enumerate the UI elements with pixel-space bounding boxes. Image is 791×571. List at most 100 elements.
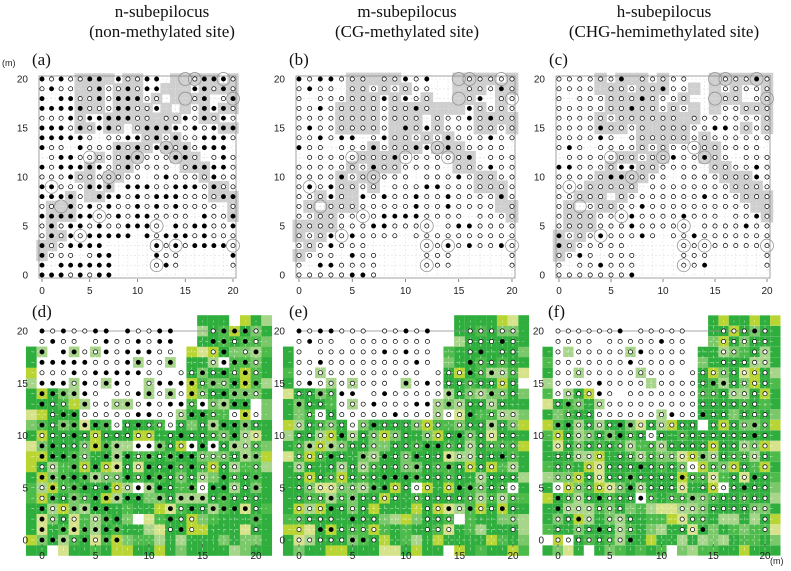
open-sample-point — [60, 485, 66, 491]
filled-sample-point — [488, 135, 494, 141]
open-sample-point — [669, 453, 675, 459]
open-sample-point — [743, 145, 749, 151]
open-sample-point — [670, 105, 676, 111]
filled-sample-point — [232, 506, 238, 512]
open-sample-point — [509, 174, 515, 180]
open-sample-point — [413, 115, 419, 121]
open-sample-point — [424, 349, 430, 355]
open-sample-point — [317, 272, 323, 278]
open-sample-point — [586, 380, 592, 386]
open-sample-point — [339, 76, 345, 82]
open-sample-point — [296, 495, 302, 501]
filled-sample-point — [96, 76, 102, 82]
open-sample-point — [679, 339, 685, 344]
open-sample-point — [135, 105, 140, 111]
open-sample-point — [154, 184, 160, 190]
open-sample-point — [679, 391, 685, 397]
open-sample-point — [96, 105, 102, 111]
open-sample-point — [679, 359, 685, 365]
open-sample-point — [445, 213, 451, 219]
open-sample-point — [349, 145, 355, 151]
filled-sample-point — [82, 527, 88, 533]
filled-sample-point — [39, 125, 45, 131]
filled-sample-point — [114, 464, 120, 470]
open-sample-point — [435, 194, 440, 200]
large-tree-circle — [159, 140, 173, 155]
open-sample-point — [741, 506, 747, 512]
open-sample-point — [103, 359, 109, 365]
open-sample-point — [617, 527, 623, 533]
canopy-patch — [74, 83, 86, 95]
filled-sample-point — [200, 495, 205, 501]
filled-sample-point — [96, 243, 102, 249]
open-sample-point — [555, 328, 561, 334]
open-sample-point — [618, 105, 624, 111]
filled-sample-point — [163, 194, 169, 200]
open-sample-point — [712, 243, 718, 249]
large-tree-circle — [451, 72, 466, 86]
filled-sample-point — [135, 339, 141, 344]
open-sample-point — [565, 464, 571, 470]
open-sample-point — [586, 464, 592, 470]
open-sample-point — [296, 464, 302, 470]
open-sample-point — [743, 243, 749, 249]
filled-sample-point — [201, 233, 207, 239]
open-sample-point — [339, 443, 345, 449]
open-sample-point — [743, 125, 749, 131]
open-sample-point — [210, 495, 216, 501]
open-sample-point — [163, 135, 169, 141]
filled-sample-point — [114, 537, 120, 543]
open-sample-point — [669, 391, 675, 397]
open-sample-point — [576, 339, 582, 344]
open-sample-point — [607, 464, 613, 470]
open-sample-point — [77, 76, 83, 82]
filled-sample-point — [200, 401, 205, 407]
open-sample-point — [125, 213, 131, 219]
filled-sample-point — [146, 453, 152, 459]
open-sample-point — [328, 164, 334, 170]
open-sample-point — [49, 145, 55, 151]
open-sample-point — [307, 537, 313, 543]
filled-sample-point — [424, 145, 430, 151]
x-tick-label: 10 — [143, 551, 155, 562]
open-sample-point — [381, 86, 387, 92]
filled-sample-point — [39, 272, 45, 278]
filled-sample-point — [39, 359, 45, 365]
filled-sample-point — [154, 203, 160, 209]
open-sample-point — [681, 184, 687, 190]
canopy-patch — [452, 102, 466, 115]
open-sample-point — [360, 243, 366, 249]
open-sample-point — [700, 464, 706, 470]
filled-sample-point — [414, 401, 420, 407]
open-sample-point — [200, 485, 205, 491]
filled-sample-point — [371, 401, 377, 407]
open-sample-point — [659, 453, 664, 459]
open-sample-point — [115, 203, 121, 209]
open-sample-point — [435, 412, 441, 418]
open-sample-point — [681, 125, 687, 131]
filled-sample-point — [702, 262, 708, 268]
open-sample-point — [618, 252, 624, 258]
open-sample-point — [381, 154, 387, 160]
open-sample-point — [660, 223, 666, 229]
open-sample-point — [350, 380, 355, 386]
filled-sample-point — [220, 243, 226, 249]
open-sample-point — [82, 328, 88, 334]
open-sample-point — [192, 105, 198, 111]
open-sample-point — [381, 174, 387, 180]
y-tick-label: 20 — [17, 327, 29, 338]
open-sample-point — [489, 453, 495, 459]
open-sample-point — [210, 433, 216, 438]
filled-sample-point — [182, 184, 188, 190]
open-sample-point — [424, 194, 430, 200]
open-sample-point — [691, 115, 697, 121]
open-sample-point — [608, 145, 614, 151]
open-sample-point — [178, 370, 184, 376]
y-tick-label: 15 — [274, 379, 286, 390]
filled-sample-point — [71, 370, 77, 376]
open-sample-point — [690, 474, 696, 480]
open-sample-point — [49, 115, 55, 121]
open-sample-point — [629, 86, 635, 92]
open-sample-point — [576, 495, 582, 501]
open-sample-point — [371, 380, 377, 386]
